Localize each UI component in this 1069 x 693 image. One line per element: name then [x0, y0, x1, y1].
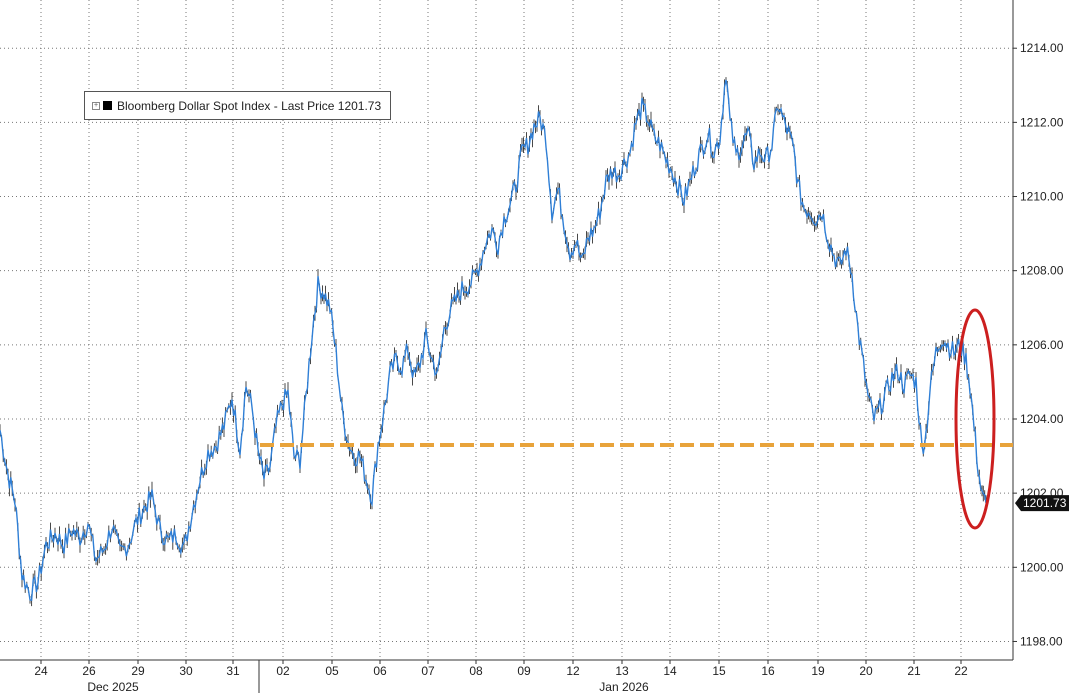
x-tick-label: 14	[663, 664, 677, 678]
legend-label: Bloomberg Dollar Spot Index - Last Price	[117, 98, 335, 113]
x-tick-label: 12	[566, 664, 580, 678]
y-tick-label: 1206.00	[1020, 338, 1064, 352]
y-tick-label: 1208.00	[1020, 264, 1064, 278]
grid-lines	[0, 0, 1014, 661]
x-tick-label: 09	[517, 664, 531, 678]
x-tick-label: 16	[761, 664, 775, 678]
y-tick-label: 1210.00	[1020, 190, 1064, 204]
x-tick-label: 08	[469, 664, 483, 678]
x-tick-label: 26	[82, 664, 96, 678]
y-tick-label: 1204.00	[1020, 412, 1064, 426]
series-line	[0, 79, 987, 602]
x-tick-label: 20	[859, 664, 873, 678]
x-tick-label: 02	[276, 664, 290, 678]
y-tick-label: 1200.00	[1020, 560, 1064, 574]
annotation-layer	[260, 308, 1013, 530]
last-price-layer: 1201.73	[1015, 495, 1069, 512]
x-tick-label: 06	[373, 664, 387, 678]
expand-icon[interactable]: +	[92, 101, 100, 110]
legend-last-value: 1201.73	[337, 98, 382, 113]
legend[interactable]: + Bloomberg Dollar Spot Index - Last Pri…	[84, 91, 392, 120]
y-tick-label: 1214.00	[1020, 41, 1064, 55]
last-price-tag	[1015, 495, 1069, 512]
x-tick-label: 19	[811, 664, 825, 678]
x-tick-label: 29	[131, 664, 145, 678]
x-tick-label: 05	[325, 664, 339, 678]
x-tick-label: 13	[615, 664, 629, 678]
y-tick-label: 1198.00	[1020, 634, 1063, 648]
last-price-label: 1201.73	[1023, 496, 1067, 510]
series-range-marks	[0, 77, 987, 607]
month-label: Dec 2025	[87, 680, 139, 693]
y-tick-label: 1212.00	[1020, 115, 1064, 129]
x-axis: 24 26 29 30 31 02 05 06 07 08 09 12 13 14 15 16 19 20 21 22…	[34, 660, 968, 693]
month-label: Jan 2026	[599, 680, 649, 693]
x-tick-label: 15	[712, 664, 726, 678]
x-tick-label: 24	[34, 664, 48, 678]
series-layer	[0, 77, 987, 607]
x-tick-label: 31	[226, 664, 240, 678]
series-swatch	[103, 101, 112, 110]
highlight-ellipse	[954, 308, 996, 530]
y-axis: 1214.00 1212.00 1210.00 1208.00 1206.00 1204.…	[1013, 41, 1064, 648]
x-tick-label: 22	[954, 664, 968, 678]
x-tick-label: 21	[907, 664, 921, 678]
x-tick-label: 07	[421, 664, 435, 678]
x-tick-label: 30	[179, 664, 193, 678]
